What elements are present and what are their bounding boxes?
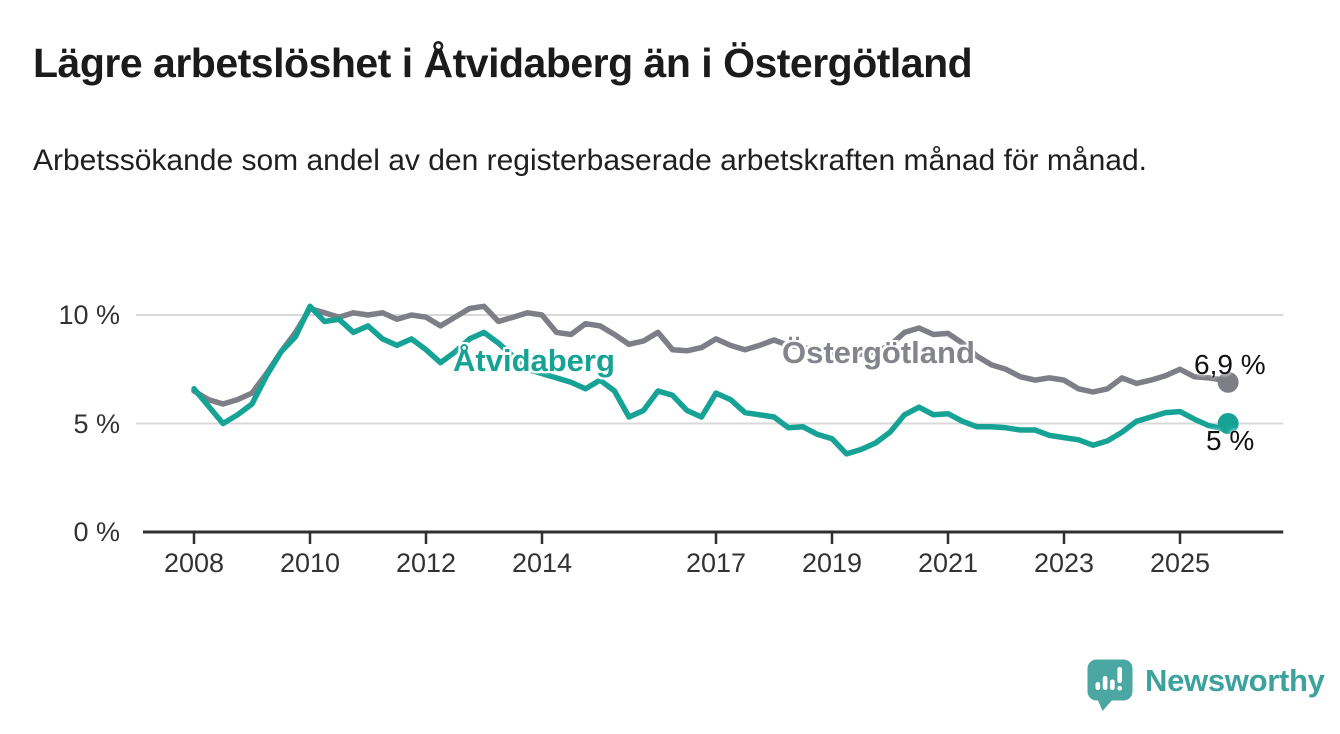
x-axis-label: 2023 <box>1033 548 1095 578</box>
x-axis-label: 2019 <box>801 548 863 578</box>
end-value-atvidaberg: 5 % <box>1206 425 1255 456</box>
newsworthy-logo: Newsworthy <box>1086 658 1325 712</box>
series-line-östergötland <box>191 303 1231 407</box>
chart-subtitle: Arbetssökande som andel av den registerb… <box>33 144 1147 177</box>
y-axis-label: 5 % <box>73 408 120 439</box>
series-line-åtvidaberg <box>191 303 1231 457</box>
y-axis-label: 0 % <box>73 517 120 547</box>
series-end-dot-åtvidaberg <box>1217 413 1239 434</box>
x-axis-label: 2008 <box>163 548 225 578</box>
series-label-ostergotland: Östergötland <box>782 335 975 370</box>
series-label-atvidaberg: Åtvidaberg <box>453 343 615 378</box>
newsworthy-logo-text: Newsworthy <box>1145 663 1325 698</box>
series-end-dot-östergötland <box>1217 371 1239 393</box>
x-axis-label: 2025 <box>1149 548 1211 578</box>
y-axis-label: 10 % <box>58 300 120 330</box>
page-title: Lägre arbetslöshet i Åtvidaberg än i Öst… <box>33 40 973 86</box>
x-axis-label: 2017 <box>685 548 747 578</box>
end-value-ostergotland: 6,9 % <box>1194 349 1266 380</box>
newsworthy-logo-icon <box>1087 659 1133 711</box>
x-axis-label: 2021 <box>917 548 979 578</box>
x-axis-label: 2012 <box>395 548 457 578</box>
x-axis-label: 2014 <box>511 548 573 578</box>
x-axis-label: 2010 <box>279 548 341 578</box>
